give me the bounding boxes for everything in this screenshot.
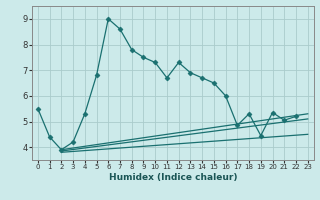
X-axis label: Humidex (Indice chaleur): Humidex (Indice chaleur) [108, 173, 237, 182]
